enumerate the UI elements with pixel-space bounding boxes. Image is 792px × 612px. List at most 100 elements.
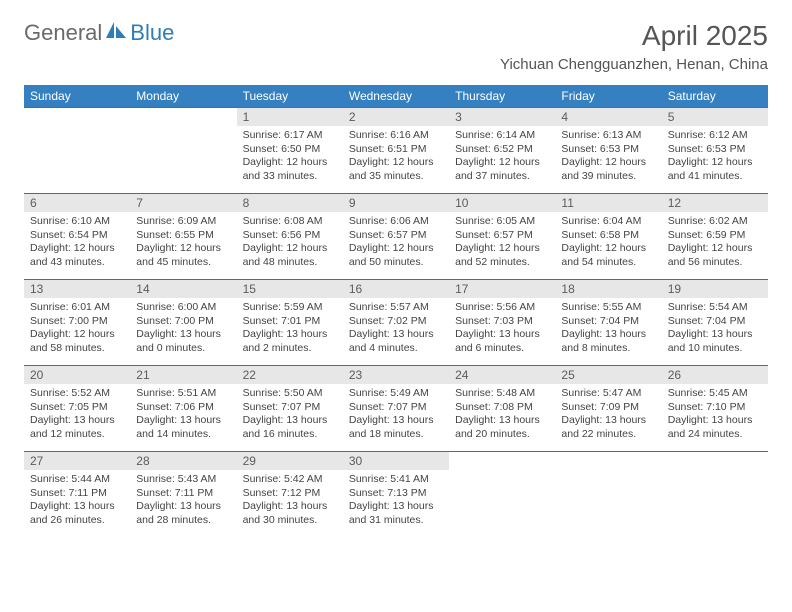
calendar-day-cell: 22Sunrise: 5:50 AMSunset: 7:07 PMDayligh… — [237, 366, 343, 452]
daylight-text: and 54 minutes. — [561, 256, 655, 270]
calendar-week-row: 6Sunrise: 6:10 AMSunset: 6:54 PMDaylight… — [24, 194, 768, 280]
calendar-day-cell: 5Sunrise: 6:12 AMSunset: 6:53 PMDaylight… — [662, 108, 768, 194]
day-number: 1 — [237, 108, 343, 126]
calendar-day-cell: 29Sunrise: 5:42 AMSunset: 7:12 PMDayligh… — [237, 452, 343, 538]
sunrise-text: Sunrise: 6:01 AM — [30, 301, 124, 315]
calendar-header-row: SundayMondayTuesdayWednesdayThursdayFrid… — [24, 85, 768, 108]
day-details: Sunrise: 5:55 AMSunset: 7:04 PMDaylight:… — [555, 298, 661, 362]
calendar-day-cell: 10Sunrise: 6:05 AMSunset: 6:57 PMDayligh… — [449, 194, 555, 280]
daylight-text: Daylight: 13 hours — [455, 414, 549, 428]
sunrise-text: Sunrise: 6:02 AM — [668, 215, 762, 229]
daylight-text: Daylight: 13 hours — [136, 328, 230, 342]
day-details: Sunrise: 5:45 AMSunset: 7:10 PMDaylight:… — [662, 384, 768, 448]
calendar-day-cell: 4 Sunrise: 6:13 AMSunset: 6:53 PMDaylight… — [555, 108, 661, 194]
day-details: Sunrise: 6:02 AMSunset: 6:59 PMDaylight:… — [662, 212, 768, 276]
sunset-text: Sunset: 7:04 PM — [561, 315, 655, 329]
daylight-text: Daylight: 13 hours — [455, 328, 549, 342]
calendar-day-cell: .. — [555, 452, 661, 538]
day-details: Sunrise: 5:52 AMSunset: 7:05 PMDaylight:… — [24, 384, 130, 448]
sunset-text: Sunset: 7:04 PM — [668, 315, 762, 329]
sunrise-text: Sunrise: 6:14 AM — [455, 129, 549, 143]
daylight-text: Daylight: 12 hours — [136, 242, 230, 256]
day-number: 24 — [449, 366, 555, 384]
day-details: Sunrise: 5:43 AMSunset: 7:11 PMDaylight:… — [130, 470, 236, 534]
daylight-text: and 16 minutes. — [243, 428, 337, 442]
day-details: Sunrise: 6:06 AMSunset: 6:57 PMDaylight:… — [343, 212, 449, 276]
sunset-text: Sunset: 7:00 PM — [136, 315, 230, 329]
calendar-day-cell: 7Sunrise: 6:09 AMSunset: 6:55 PMDaylight… — [130, 194, 236, 280]
sunrise-text: Sunrise: 5:51 AM — [136, 387, 230, 401]
sunrise-text: Sunrise: 5:55 AM — [561, 301, 655, 315]
daylight-text: and 18 minutes. — [349, 428, 443, 442]
daylight-text: and 39 minutes. — [561, 170, 655, 184]
day-number: 9 — [343, 194, 449, 212]
sunset-text: Sunset: 7:02 PM — [349, 315, 443, 329]
daylight-text: and 31 minutes. — [349, 514, 443, 528]
sunrise-text: Sunrise: 5:41 AM — [349, 473, 443, 487]
day-number: 21 — [130, 366, 236, 384]
daylight-text: Daylight: 12 hours — [30, 242, 124, 256]
calendar-table: SundayMondayTuesdayWednesdayThursdayFrid… — [24, 85, 768, 538]
sunset-text: Sunset: 6:53 PM — [561, 143, 655, 157]
calendar-day-cell: .. — [24, 108, 130, 194]
sunset-text: Sunset: 7:07 PM — [243, 401, 337, 415]
day-number: 28 — [130, 452, 236, 470]
day-details: Sunrise: 6:10 AMSunset: 6:54 PMDaylight:… — [24, 212, 130, 276]
daylight-text: and 24 minutes. — [668, 428, 762, 442]
calendar-day-cell: 8Sunrise: 6:08 AMSunset: 6:56 PMDaylight… — [237, 194, 343, 280]
calendar-day-cell: 19Sunrise: 5:54 AMSunset: 7:04 PMDayligh… — [662, 280, 768, 366]
day-number: 22 — [237, 366, 343, 384]
day-number: 25 — [555, 366, 661, 384]
day-number: 19 — [662, 280, 768, 298]
daylight-text: Daylight: 13 hours — [561, 414, 655, 428]
calendar-day-cell: 28Sunrise: 5:43 AMSunset: 7:11 PMDayligh… — [130, 452, 236, 538]
calendar-day-cell: 21Sunrise: 5:51 AMSunset: 7:06 PMDayligh… — [130, 366, 236, 452]
sunrise-text: Sunrise: 6:16 AM — [349, 129, 443, 143]
daylight-text: Daylight: 12 hours — [561, 156, 655, 170]
day-number: 20 — [24, 366, 130, 384]
daylight-text: and 2 minutes. — [243, 342, 337, 356]
sunrise-text: Sunrise: 6:05 AM — [455, 215, 549, 229]
calendar-day-cell: 14Sunrise: 6:00 AMSunset: 7:00 PMDayligh… — [130, 280, 236, 366]
daylight-text: Daylight: 12 hours — [243, 242, 337, 256]
sunset-text: Sunset: 7:03 PM — [455, 315, 549, 329]
calendar-week-row: 27Sunrise: 5:44 AMSunset: 7:11 PMDayligh… — [24, 452, 768, 538]
day-details: Sunrise: 5:59 AMSunset: 7:01 PMDaylight:… — [237, 298, 343, 362]
sunset-text: Sunset: 7:10 PM — [668, 401, 762, 415]
day-details: Sunrise: 5:49 AMSunset: 7:07 PMDaylight:… — [343, 384, 449, 448]
weekday-header: Saturday — [662, 85, 768, 108]
daylight-text: Daylight: 13 hours — [349, 500, 443, 514]
daylight-text: and 41 minutes. — [668, 170, 762, 184]
weekday-header: Tuesday — [237, 85, 343, 108]
sunset-text: Sunset: 6:51 PM — [349, 143, 443, 157]
sunrise-text: Sunrise: 6:13 AM — [561, 129, 655, 143]
day-number: 4 — [555, 108, 661, 126]
calendar-day-cell: 6Sunrise: 6:10 AMSunset: 6:54 PMDaylight… — [24, 194, 130, 280]
day-number: 12 — [662, 194, 768, 212]
day-number: 17 — [449, 280, 555, 298]
logo-sail-icon — [106, 22, 128, 45]
calendar-day-cell: 2Sunrise: 6:16 AMSunset: 6:51 PMDaylight… — [343, 108, 449, 194]
sunset-text: Sunset: 7:07 PM — [349, 401, 443, 415]
calendar-day-cell: 20Sunrise: 5:52 AMSunset: 7:05 PMDayligh… — [24, 366, 130, 452]
sunset-text: Sunset: 7:00 PM — [30, 315, 124, 329]
day-number: 15 — [237, 280, 343, 298]
sunset-text: Sunset: 6:50 PM — [243, 143, 337, 157]
daylight-text: Daylight: 12 hours — [561, 242, 655, 256]
calendar-day-cell: 27Sunrise: 5:44 AMSunset: 7:11 PMDayligh… — [24, 452, 130, 538]
sunrise-text: Sunrise: 5:43 AM — [136, 473, 230, 487]
sunrise-text: Sunrise: 5:57 AM — [349, 301, 443, 315]
sunrise-text: Sunrise: 6:04 AM — [561, 215, 655, 229]
day-number: 13 — [24, 280, 130, 298]
sunset-text: Sunset: 7:06 PM — [136, 401, 230, 415]
sunrise-text: Sunrise: 5:42 AM — [243, 473, 337, 487]
daylight-text: and 33 minutes. — [243, 170, 337, 184]
month-title: April 2025 — [500, 20, 768, 52]
sunrise-text: Sunrise: 6:12 AM — [668, 129, 762, 143]
daylight-text: and 28 minutes. — [136, 514, 230, 528]
daylight-text: Daylight: 12 hours — [243, 156, 337, 170]
daylight-text: Daylight: 12 hours — [668, 156, 762, 170]
day-details: Sunrise: 6:09 AMSunset: 6:55 PMDaylight:… — [130, 212, 236, 276]
daylight-text: Daylight: 12 hours — [668, 242, 762, 256]
daylight-text: Daylight: 13 hours — [30, 414, 124, 428]
